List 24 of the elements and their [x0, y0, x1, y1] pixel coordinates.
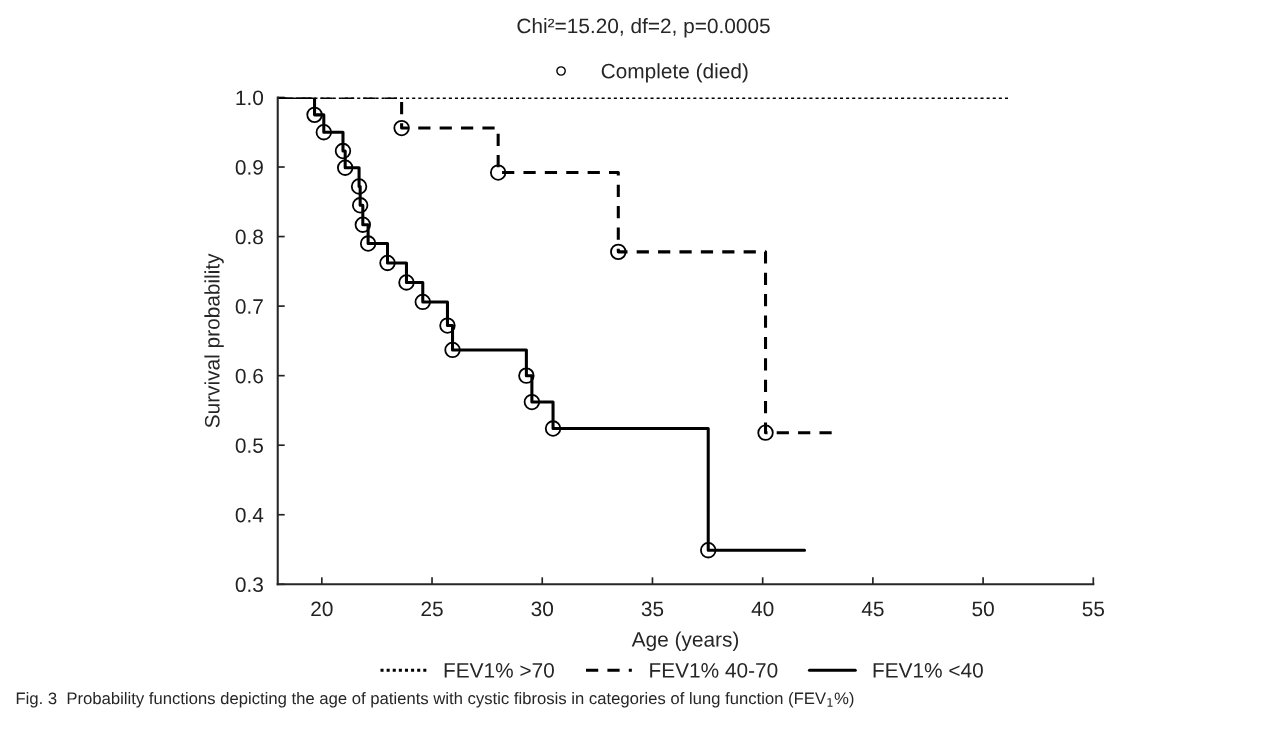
x-tick-label: 25 — [421, 601, 443, 617]
x-tick-label: 35 — [641, 601, 664, 617]
y-tick-label: 0.9 — [235, 160, 263, 175]
legend-label: Complete (died) — [601, 63, 748, 83]
legend-label: FEV1% <40 — [873, 662, 983, 678]
x-tick-label: 55 — [1082, 601, 1105, 617]
x-axis-title: Age (years) — [631, 631, 739, 651]
legend-label: FEV1% 40-70 — [650, 662, 778, 678]
caption: Fig. 3 Probability functions depicting the age of patients with cystic fibrosis in categories of lung function (FEV$_{1}$%) — [16, 692, 854, 708]
x-tick-label: 50 — [972, 601, 994, 617]
legend-label: FEV1% >70 — [444, 662, 554, 678]
y-tick-label: 0.7 — [235, 299, 263, 314]
x-tick-label: 45 — [861, 601, 884, 617]
chart-title: Chi²=15.20, df=2, p=0.0005 — [517, 17, 770, 38]
y-tick-label: 0.8 — [235, 229, 263, 245]
y-tick-label: 0.4 — [235, 507, 264, 523]
y-tick-label: 0.5 — [235, 438, 263, 453]
y-tick-label: 0.3 — [235, 577, 263, 593]
y-tick-label: 0.6 — [235, 368, 263, 384]
x-tick-label: 30 — [531, 601, 554, 617]
y-axis-title: Survival probability — [204, 253, 224, 428]
y-tick-label: 1.0 — [236, 90, 264, 106]
x-tick-label: 20 — [311, 601, 333, 617]
x-tick-label: 40 — [751, 601, 774, 617]
